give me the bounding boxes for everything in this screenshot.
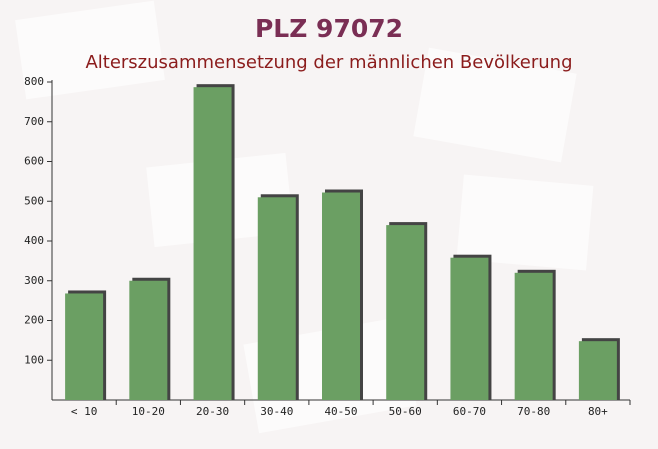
y-tick-label: 300: [24, 274, 44, 287]
x-tick-label: 70-80: [517, 405, 550, 418]
bar: [386, 225, 425, 400]
bar: [514, 272, 553, 400]
chart-subtitle: Alterszusammensetzung der männlichen Bev…: [85, 52, 572, 73]
x-tick-label: 10-20: [132, 405, 165, 418]
x-tick-label: 50-60: [389, 405, 422, 418]
y-tick-label: 700: [24, 115, 44, 128]
bar: [450, 257, 489, 400]
x-tick-label: 60-70: [453, 405, 486, 418]
bar: [129, 280, 168, 400]
x-tick-label: 80+: [588, 405, 608, 418]
y-tick-label: 500: [24, 194, 44, 207]
x-tick-label: 20-30: [196, 405, 229, 418]
bar: [193, 87, 232, 400]
bar: [65, 293, 104, 400]
x-tick-label: < 10: [71, 405, 98, 418]
bar: [578, 341, 617, 400]
bar: [257, 197, 296, 400]
bar: [322, 192, 360, 400]
y-tick-label: 800: [24, 75, 44, 88]
y-tick-label: 600: [24, 155, 44, 168]
y-tick-label: 100: [24, 353, 44, 366]
y-tick-label: 200: [24, 314, 44, 327]
y-tick-label: 400: [24, 234, 44, 247]
x-tick-label: 40-50: [324, 405, 357, 418]
chart-title: PLZ 97072: [255, 14, 403, 43]
x-tick-label: 30-40: [260, 405, 293, 418]
